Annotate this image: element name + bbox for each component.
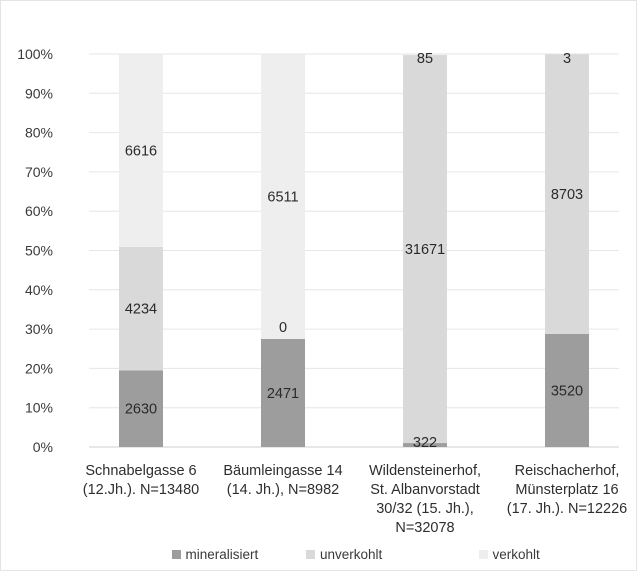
data-labels: 2630 4234 6616 2471 0 6511 322 31671 85 3520 8703 3 bbox=[125, 51, 583, 451]
stacked-bar-chart: 0% 10% 20% 30% 40% 50% 60% 70% 80% 90% 100% 2630 42… bbox=[17, 46, 628, 536]
data-label: 3520 bbox=[551, 383, 583, 399]
bar-segment-verkohlt bbox=[261, 54, 305, 339]
data-label: 85 bbox=[417, 51, 433, 67]
bar-segment-verkohlt bbox=[119, 54, 163, 247]
data-label: 2630 bbox=[125, 402, 157, 418]
y-tick-label: 80% bbox=[25, 125, 53, 141]
bar-segment-mineralisiert bbox=[403, 443, 447, 447]
y-tick-label: 10% bbox=[25, 400, 53, 416]
legend-swatch bbox=[478, 550, 488, 559]
bar-segment-mineralisiert bbox=[261, 338, 305, 447]
y-tick-label: 70% bbox=[25, 164, 53, 180]
legend-item-mineralisiert: mineralisiert bbox=[171, 547, 259, 562]
data-label: 4234 bbox=[125, 302, 157, 318]
legend-swatch bbox=[306, 550, 315, 559]
data-label: 322 bbox=[413, 435, 437, 451]
data-label: 3 bbox=[563, 51, 571, 67]
category-label: Bäumleingasse 14 (14. Jh.), N=8982 bbox=[223, 463, 342, 498]
y-tick-label: 0% bbox=[33, 439, 53, 455]
y-tick-label: 30% bbox=[25, 321, 53, 337]
bars bbox=[119, 54, 589, 447]
data-label: 8703 bbox=[551, 187, 583, 203]
y-tick-label: 20% bbox=[25, 360, 53, 376]
y-tick-label: 50% bbox=[25, 243, 53, 259]
data-label: 6616 bbox=[125, 143, 157, 159]
legend-item-verkohlt: verkohlt bbox=[478, 547, 540, 562]
bar-segment-verkohlt bbox=[403, 54, 447, 56]
bar-segment-mineralisiert bbox=[119, 370, 163, 447]
y-tick-label: 60% bbox=[25, 203, 53, 219]
data-label: 0 bbox=[279, 320, 287, 336]
bar-segment-mineralisiert bbox=[545, 333, 589, 447]
y-tick-label: 100% bbox=[17, 46, 53, 62]
legend: mineralisiert unverkohlt verkohlt bbox=[1, 547, 637, 567]
y-tick-label: 90% bbox=[25, 85, 53, 101]
data-label: 2471 bbox=[267, 386, 299, 402]
category-label: Wildensteinerhof, St. Albanvorstadt 30/32 … bbox=[369, 463, 481, 536]
y-tick-label: 40% bbox=[25, 282, 53, 298]
data-label: 6511 bbox=[267, 189, 298, 205]
legend-label: mineralisiert bbox=[185, 547, 259, 562]
bar-segment-unverkohlt bbox=[545, 54, 589, 334]
data-label: 31671 bbox=[405, 242, 445, 258]
bar-segment-unverkohlt bbox=[403, 55, 447, 444]
bar-segment-unverkohlt bbox=[119, 246, 163, 371]
legend-item-unverkohlt: unverkohlt bbox=[306, 547, 382, 562]
legend-swatch bbox=[171, 550, 181, 559]
gridlines bbox=[89, 53, 619, 448]
legend-label: unverkohlt bbox=[320, 547, 383, 562]
y-axis-tick-labels: 0% 10% 20% 30% 40% 50% 60% 70% 80% 90% 100% bbox=[17, 46, 53, 455]
category-label: Schnabelgasse 6 (12.Jh.). N=13480 bbox=[83, 463, 199, 498]
x-axis-category-labels: Schnabelgasse 6 (12.Jh.). N=13480 Bäumlein… bbox=[83, 463, 628, 536]
category-label: Reischacherhof, Münsterplatz 16 (17. Jh.).… bbox=[507, 463, 628, 517]
legend-label: verkohlt bbox=[492, 547, 540, 562]
